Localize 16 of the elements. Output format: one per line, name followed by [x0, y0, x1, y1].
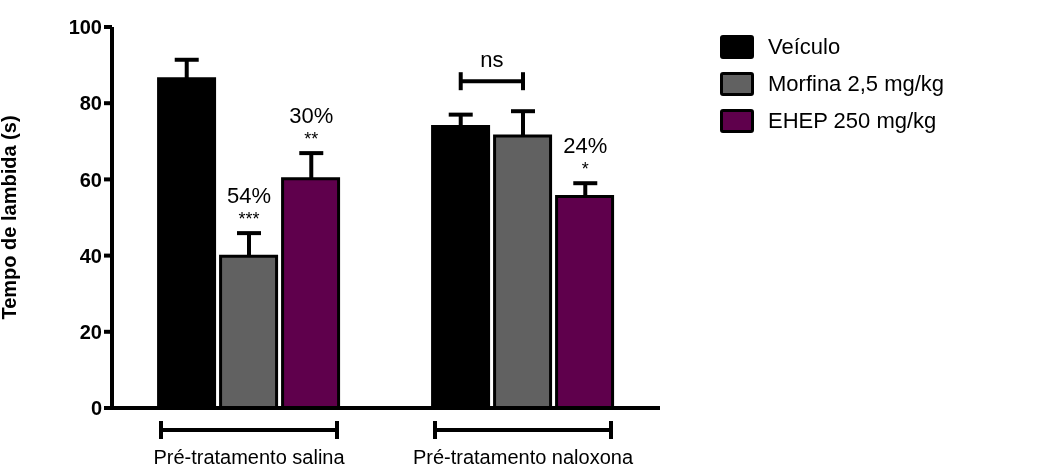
legend-label: Veículo — [768, 33, 841, 60]
legend-label: EHEP 250 mg/kg — [768, 107, 937, 134]
x-tick-label: Pré-tratamento naloxona — [412, 446, 634, 468]
y-tick-label: 0 — [90, 397, 102, 420]
y-axis-title: Tempo de lambida (s) — [0, 115, 21, 320]
y-tick-label: 100 — [68, 16, 102, 39]
y-tick-label: 80 — [79, 92, 102, 115]
annotation: ns — [480, 47, 504, 73]
y-tick-label: 60 — [79, 168, 102, 191]
y-tick-label: 40 — [79, 244, 102, 267]
legend-label: Morfina 2,5 mg/kg — [768, 70, 945, 97]
annotation: 54% *** — [226, 183, 272, 230]
annotation: 24% * — [563, 133, 608, 180]
x-tick-label: Pré-tratamento salina — [153, 446, 346, 468]
annotation: 30% ** — [289, 103, 334, 150]
y-tick-label: 20 — [79, 320, 102, 343]
